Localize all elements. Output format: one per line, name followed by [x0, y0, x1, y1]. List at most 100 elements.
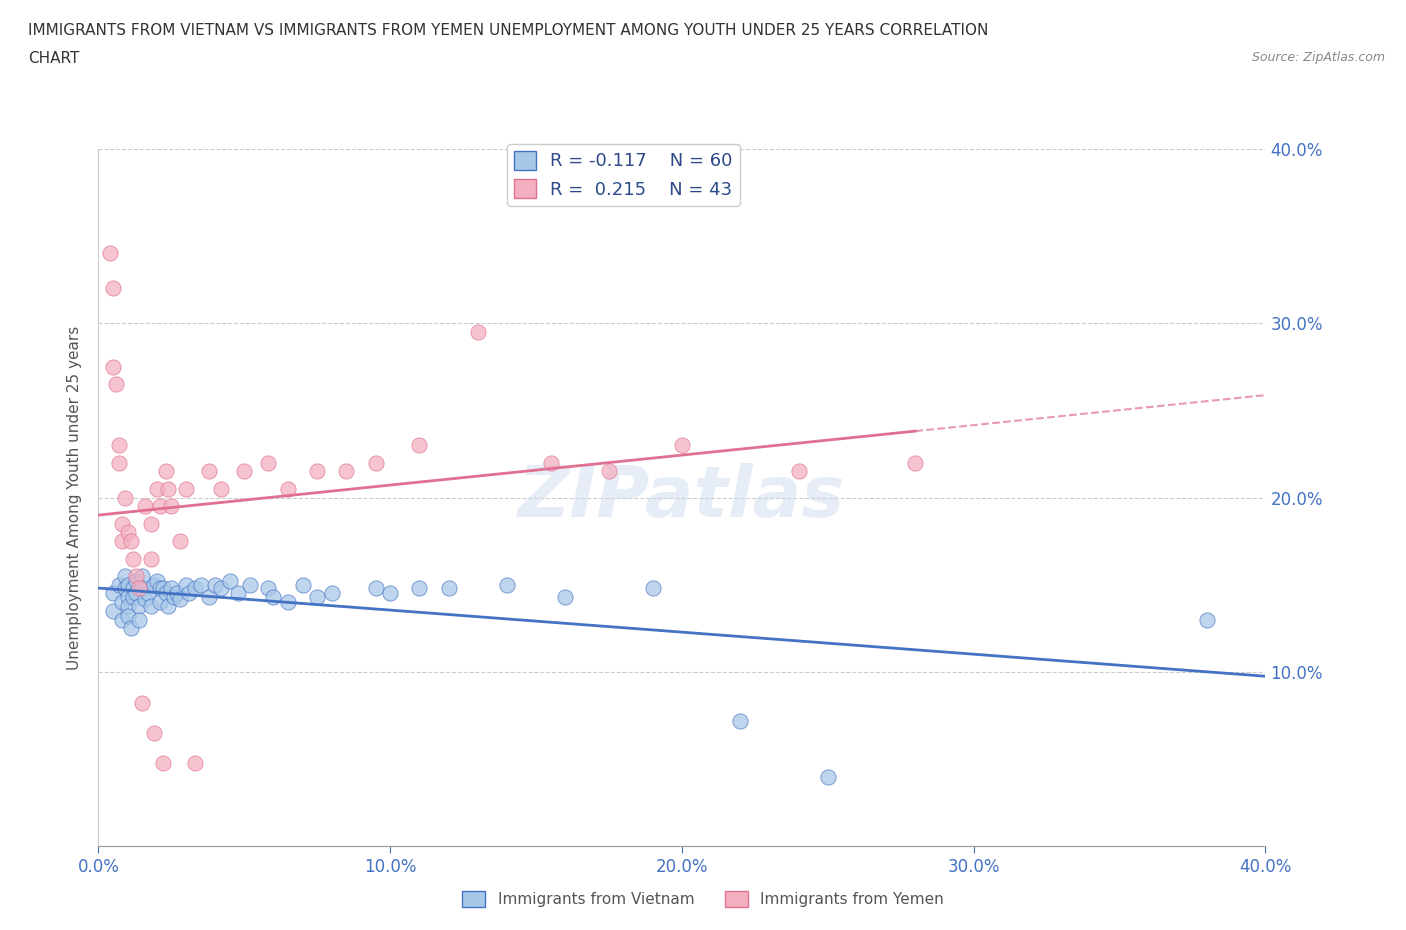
Point: [136, 586, 159, 601]
Point: [787, 464, 810, 479]
Point: [228, 586, 250, 601]
Point: [120, 621, 142, 636]
Point: [131, 580, 153, 596]
Point: [198, 464, 221, 479]
Point: [146, 574, 169, 589]
Legend: Immigrants from Vietnam, Immigrants from Yemen: Immigrants from Vietnam, Immigrants from…: [457, 884, 949, 913]
Point: [101, 586, 124, 601]
Point: [117, 590, 139, 604]
Point: [190, 578, 212, 592]
Point: [146, 482, 169, 497]
Point: [166, 586, 188, 601]
Point: [169, 591, 191, 606]
Point: [291, 578, 314, 592]
Point: [467, 325, 489, 339]
Y-axis label: Unemployment Among Youth under 25 years: Unemployment Among Youth under 25 years: [67, 326, 83, 670]
Point: [209, 580, 232, 596]
Point: [157, 598, 180, 613]
Point: [183, 755, 205, 770]
Point: [408, 438, 430, 453]
Point: [101, 359, 124, 374]
Point: [157, 482, 180, 497]
Point: [163, 590, 186, 604]
Point: [117, 578, 139, 592]
Point: [125, 574, 148, 589]
Point: [218, 574, 240, 589]
Point: [128, 612, 150, 627]
Point: [307, 464, 329, 479]
Point: [817, 769, 839, 784]
Point: [174, 482, 197, 497]
Text: Source: ZipAtlas.com: Source: ZipAtlas.com: [1251, 51, 1385, 64]
Point: [321, 586, 343, 601]
Point: [335, 464, 357, 479]
Point: [198, 590, 221, 604]
Point: [134, 498, 156, 513]
Point: [307, 590, 329, 604]
Point: [125, 568, 148, 583]
Point: [641, 580, 664, 596]
Point: [111, 595, 134, 610]
Point: [125, 586, 148, 601]
Point: [728, 713, 751, 728]
Point: [177, 586, 200, 601]
Point: [114, 490, 136, 505]
Text: IMMIGRANTS FROM VIETNAM VS IMMIGRANTS FROM YEMEN UNEMPLOYMENT AMONG YOUTH UNDER : IMMIGRANTS FROM VIETNAM VS IMMIGRANTS FR…: [28, 23, 988, 38]
Point: [364, 580, 387, 596]
Point: [131, 568, 153, 583]
Point: [155, 586, 177, 601]
Text: CHART: CHART: [28, 51, 80, 66]
Point: [256, 456, 278, 471]
Point: [139, 551, 162, 566]
Point: [378, 586, 402, 601]
Point: [111, 534, 134, 549]
Legend: R = -0.117    N = 60, R =  0.215    N = 43: R = -0.117 N = 60, R = 0.215 N = 43: [508, 144, 740, 206]
Point: [128, 580, 150, 596]
Point: [152, 580, 174, 596]
Point: [108, 438, 131, 453]
Point: [239, 578, 262, 592]
Point: [122, 551, 145, 566]
Point: [149, 498, 172, 513]
Point: [108, 578, 131, 592]
Point: [114, 568, 136, 583]
Point: [149, 580, 172, 596]
Point: [277, 595, 299, 610]
Point: [111, 516, 134, 531]
Point: [101, 604, 124, 618]
Point: [114, 580, 136, 596]
Point: [117, 525, 139, 540]
Point: [160, 580, 183, 596]
Point: [1195, 612, 1218, 627]
Point: [139, 516, 162, 531]
Point: [262, 590, 284, 604]
Point: [437, 580, 460, 596]
Point: [233, 464, 256, 479]
Point: [139, 598, 162, 613]
Point: [128, 598, 150, 613]
Point: [117, 598, 139, 613]
Point: [209, 482, 232, 497]
Point: [101, 281, 124, 296]
Point: [108, 456, 131, 471]
Text: ZIPatlas: ZIPatlas: [519, 463, 845, 532]
Point: [122, 580, 145, 596]
Point: [598, 464, 620, 479]
Point: [122, 590, 145, 604]
Point: [277, 482, 299, 497]
Point: [120, 534, 142, 549]
Point: [204, 578, 226, 592]
Point: [183, 580, 205, 596]
Point: [540, 456, 562, 471]
Point: [149, 595, 172, 610]
Point: [142, 725, 165, 740]
Point: [160, 498, 183, 513]
Point: [155, 464, 177, 479]
Point: [495, 578, 517, 592]
Point: [169, 534, 191, 549]
Point: [104, 377, 127, 392]
Point: [152, 755, 174, 770]
Point: [364, 456, 387, 471]
Point: [134, 591, 156, 606]
Point: [131, 696, 153, 711]
